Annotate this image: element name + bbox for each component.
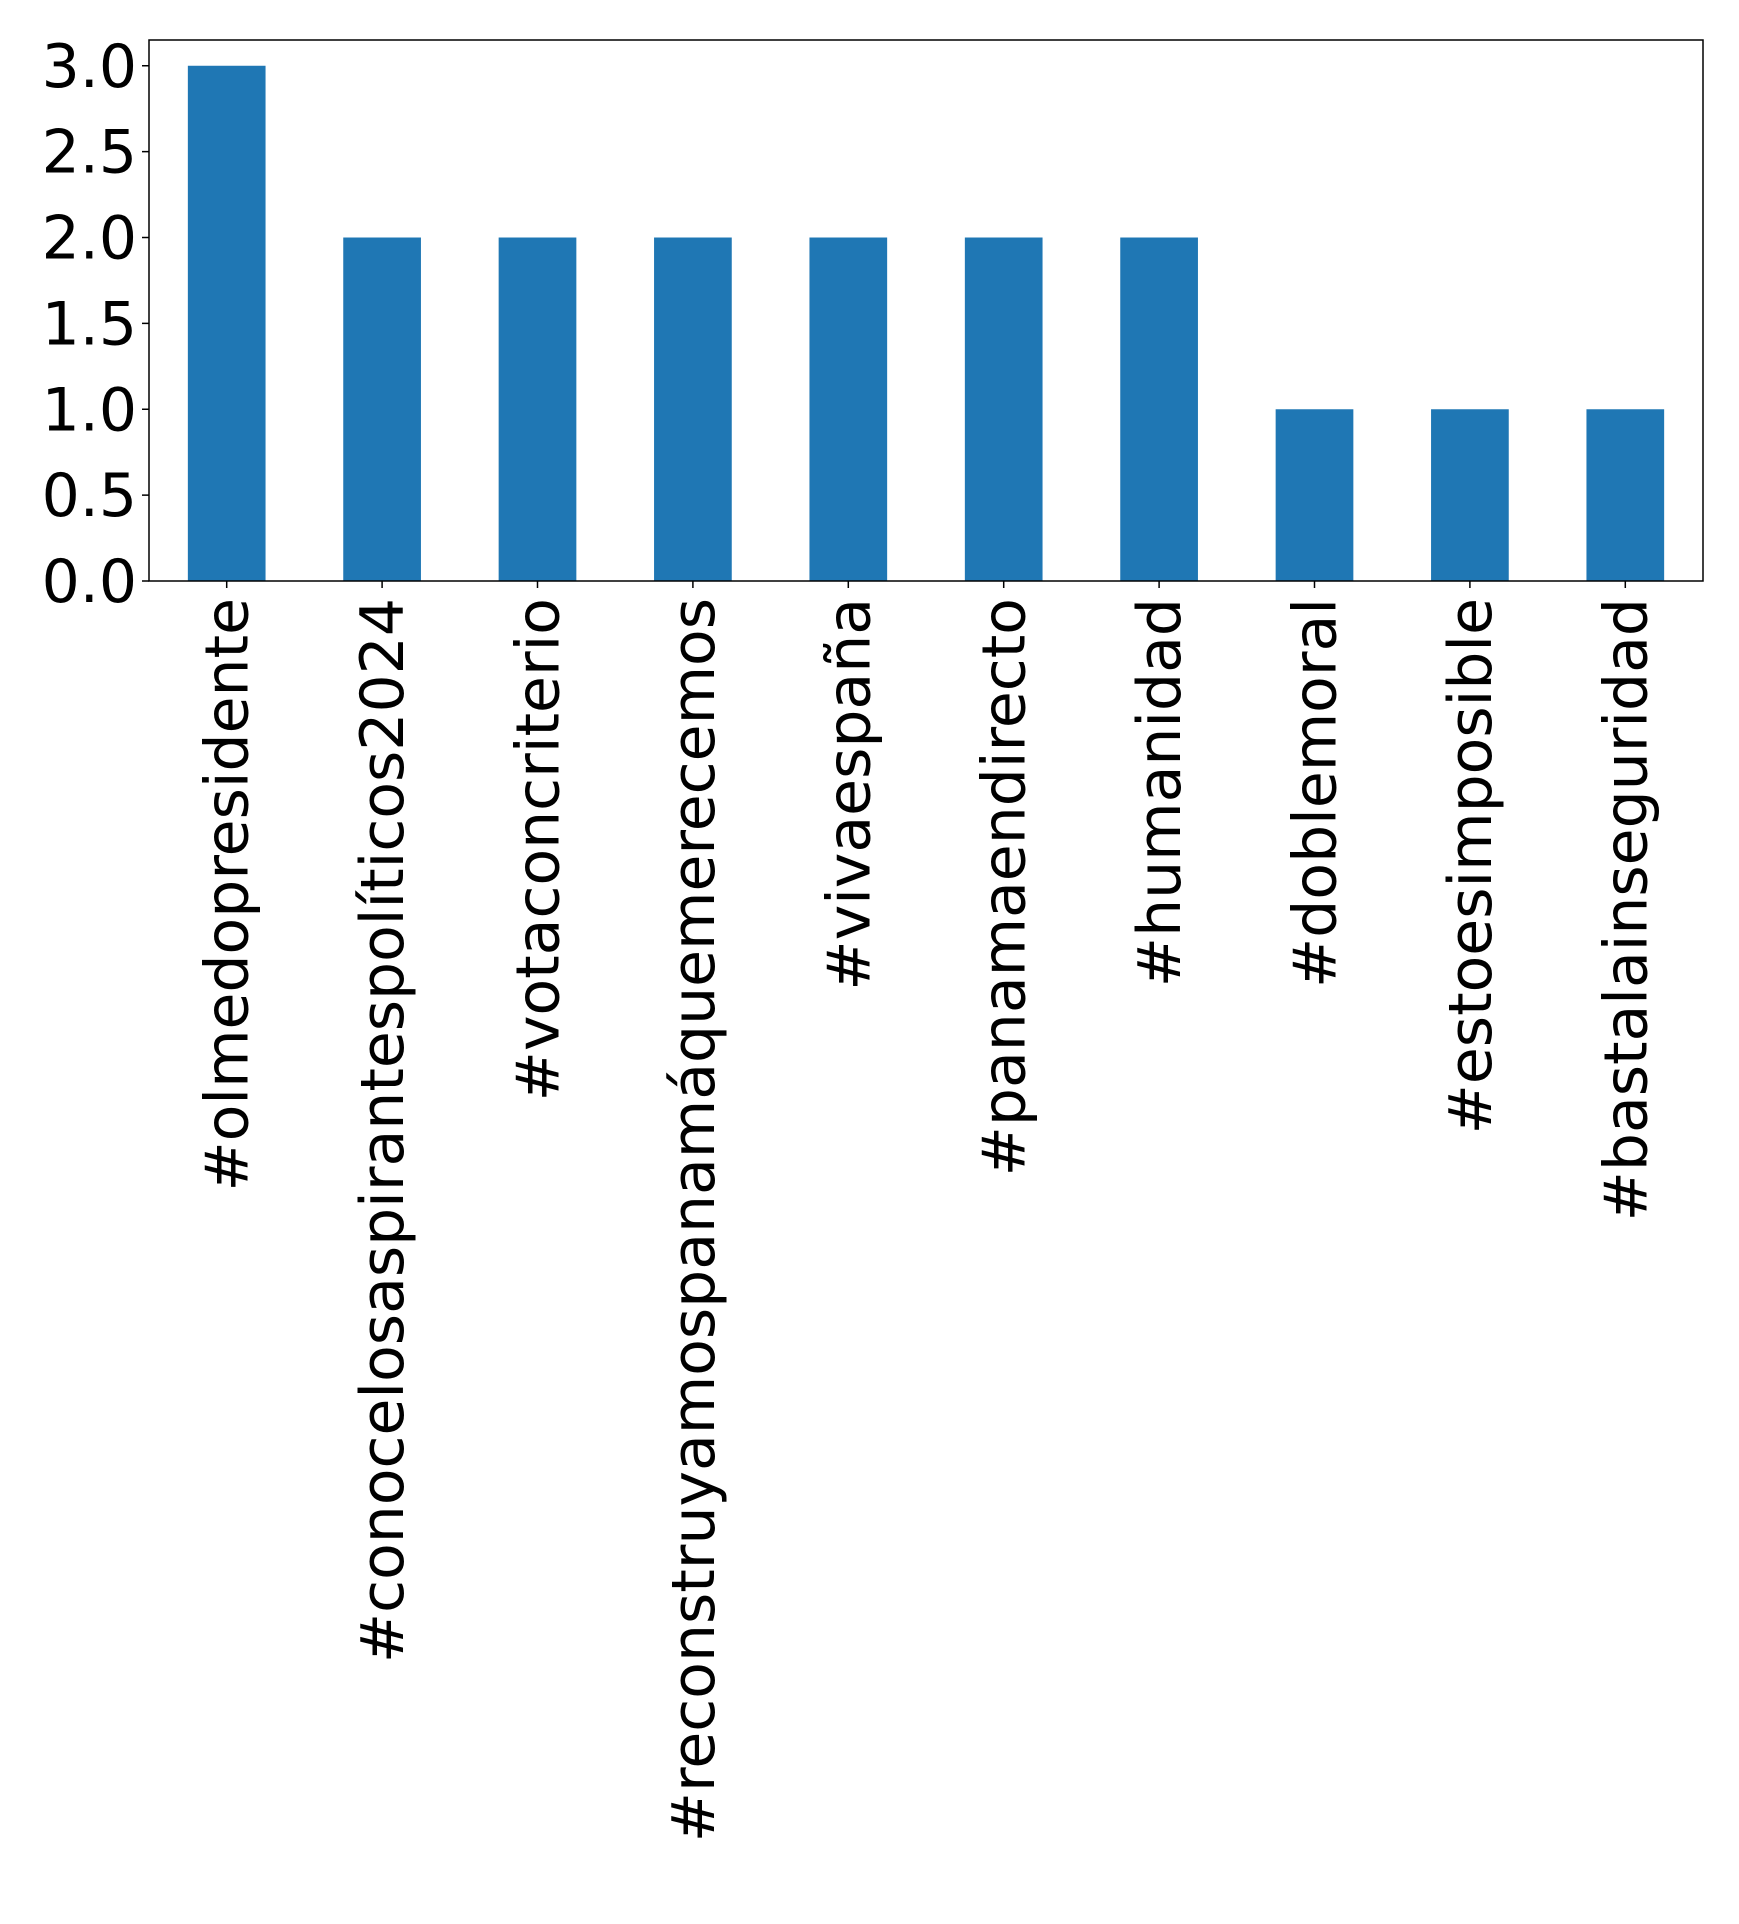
bar bbox=[1120, 237, 1198, 581]
axes-frame bbox=[148, 39, 1704, 582]
y-axis: 0.0 0.5 1.0 1.5 2.0 2.5 3.0 bbox=[42, 32, 149, 617]
y-tick-label: 2.0 bbox=[42, 204, 137, 274]
x-tick-label: #conocelosaspirantespolíticos2024 bbox=[348, 598, 418, 1663]
y-tick-label: 3.0 bbox=[42, 32, 137, 102]
bar bbox=[1275, 409, 1354, 581]
x-tick-label: #estoesimposible bbox=[1436, 598, 1506, 1134]
x-tick-label: #panamaendirecto bbox=[970, 598, 1040, 1176]
x-tick-label: #vivaespaña bbox=[814, 598, 884, 991]
bar bbox=[809, 237, 888, 581]
x-tick-label: #reconstruyamospanamáquemerecemos bbox=[659, 598, 729, 1842]
y-tick-label: 0.5 bbox=[42, 461, 137, 531]
y-tick-label: 2.5 bbox=[42, 118, 137, 188]
y-tick-label: 1.0 bbox=[42, 375, 137, 445]
x-axis: #olmedopresidente #conocelosaspirantespol… bbox=[193, 581, 1661, 1842]
bar bbox=[187, 65, 266, 581]
bar bbox=[343, 237, 421, 581]
x-tick-label: #humanidad bbox=[1125, 598, 1195, 987]
y-tick-label: 1.5 bbox=[42, 289, 137, 359]
x-tick-label: #doblemoral bbox=[1281, 598, 1351, 988]
bar bbox=[654, 237, 732, 581]
bar bbox=[1586, 409, 1665, 581]
x-tick-label: #olmedopresidente bbox=[193, 598, 263, 1192]
bar bbox=[964, 237, 1043, 581]
bars-group bbox=[187, 65, 1665, 581]
x-tick-label: #votaconcriterio bbox=[504, 598, 574, 1101]
bar bbox=[498, 237, 577, 581]
x-tick-label: #bastalainseguridad bbox=[1591, 598, 1661, 1221]
y-tick-label: 0.0 bbox=[42, 547, 137, 617]
bar bbox=[1431, 409, 1509, 581]
